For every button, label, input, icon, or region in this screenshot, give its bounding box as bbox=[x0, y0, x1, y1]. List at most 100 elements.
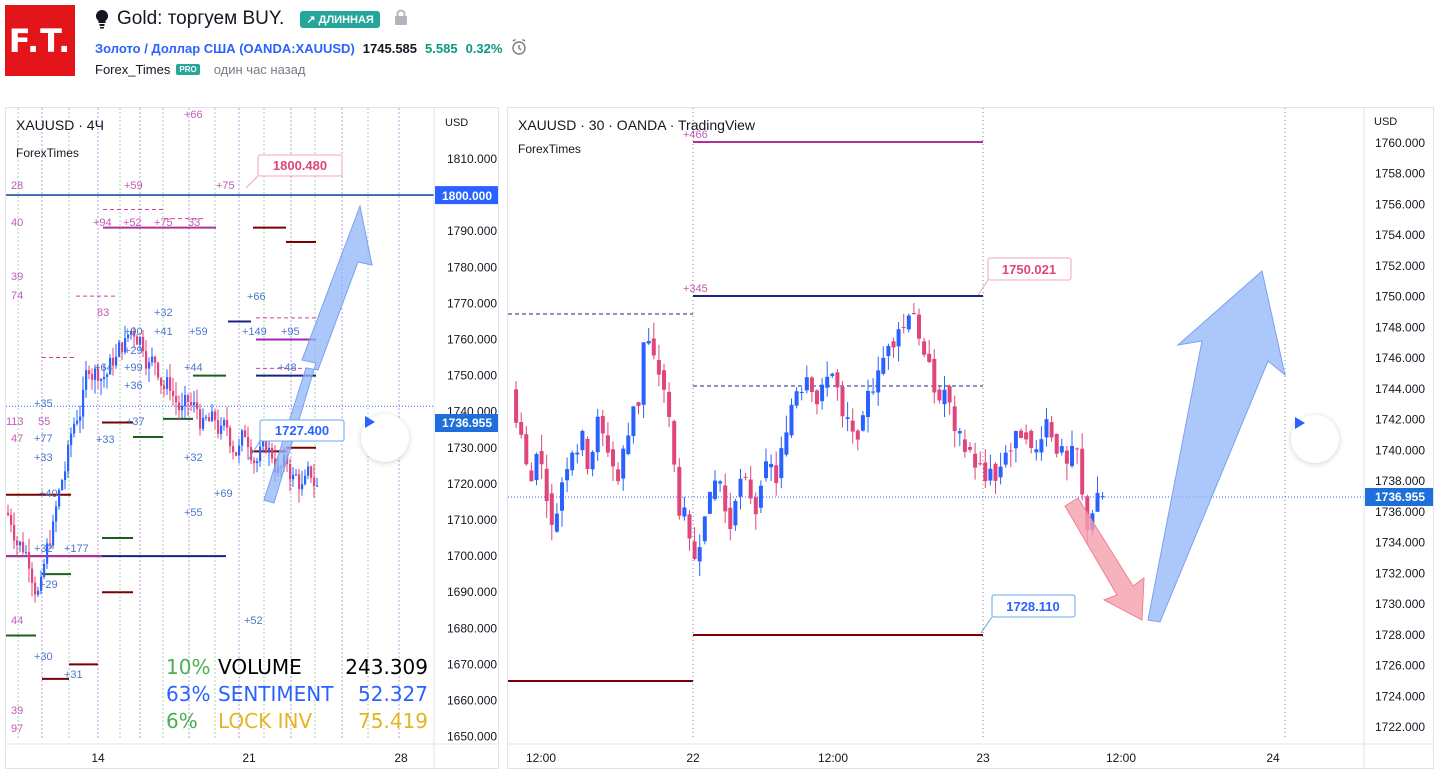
candle-body bbox=[718, 481, 723, 484]
candle-body bbox=[539, 451, 544, 465]
time-tick-label: 14 bbox=[91, 751, 105, 765]
candle-body bbox=[82, 389, 85, 417]
candle-body bbox=[1080, 448, 1085, 495]
stats-row-volume: 10% VOLUME 243.309 bbox=[166, 654, 428, 681]
symbol-row: Золото / Доллар США (OANDA:XAUUSD) 1745.… bbox=[95, 38, 528, 59]
candle-body bbox=[922, 341, 927, 355]
candle-body bbox=[809, 377, 814, 393]
pro-badge: PRO bbox=[176, 64, 200, 75]
level-tag-1800 bbox=[435, 186, 498, 205]
candle-body bbox=[631, 406, 636, 436]
chart-left-4h[interactable]: +66 28 +59 +75 40 +94 +52 +75 33 39 74 83 +32 +90 +41 +… bbox=[5, 107, 499, 769]
annotation-label: +177 bbox=[64, 543, 89, 555]
candle-body bbox=[962, 439, 967, 452]
candle-body bbox=[600, 416, 605, 434]
stats-row-sentiment: 63% SENTIMENT 52.327 bbox=[166, 681, 428, 708]
candle-body bbox=[1064, 450, 1069, 464]
annotation-label: 74 bbox=[11, 290, 23, 302]
chart-right-subtitle: ForexTimes bbox=[518, 142, 581, 156]
candle-body bbox=[190, 402, 193, 406]
candle-body bbox=[253, 460, 256, 464]
price-tick-label: 1722.000 bbox=[1375, 720, 1425, 734]
candle-body bbox=[193, 402, 196, 406]
symbol-link[interactable]: Золото / Доллар США (OANDA:XAUUSD) bbox=[95, 41, 355, 56]
price-tick-label: 1746.000 bbox=[1375, 351, 1425, 365]
candle-body bbox=[769, 463, 774, 468]
callout-top-box bbox=[257, 154, 343, 177]
candle-body bbox=[850, 420, 855, 432]
candle-body bbox=[61, 480, 64, 491]
candle-body bbox=[799, 391, 804, 393]
candle-body bbox=[585, 438, 590, 470]
candle-body bbox=[199, 409, 202, 429]
annotation-label: +52 bbox=[123, 217, 142, 229]
candle-body bbox=[34, 582, 37, 595]
forecast-arrow-down bbox=[1064, 497, 1145, 621]
chart-right-canvas[interactable]: +466 +345 1750.021 1728.110 USD 1760.000 1758.… bbox=[508, 108, 1434, 769]
time-tick-label: 24 bbox=[1266, 751, 1280, 765]
forex-times-logo[interactable]: F.T. bbox=[5, 5, 75, 76]
candle-body bbox=[205, 417, 208, 419]
candle-body bbox=[605, 435, 610, 453]
play-button-right[interactable] bbox=[1291, 415, 1339, 463]
price-tick-label: 1732.000 bbox=[1375, 566, 1425, 580]
stats-volume-pct: 10% bbox=[166, 655, 211, 679]
candle-body bbox=[784, 432, 789, 455]
candle-body bbox=[881, 357, 886, 374]
annotation-label: +29 bbox=[124, 345, 143, 357]
candle-body bbox=[758, 485, 763, 508]
candle-body bbox=[226, 419, 229, 428]
author-name[interactable]: Forex_Times bbox=[95, 62, 171, 77]
candle-body bbox=[860, 415, 865, 431]
candle-body bbox=[244, 430, 247, 438]
chart-right-title: XAUUSD · 30 · OANDA · TradingView bbox=[518, 117, 756, 133]
candle-body bbox=[519, 422, 524, 435]
annotation-label: +149 bbox=[242, 326, 267, 338]
candle-body bbox=[560, 482, 564, 511]
alarm-clock-icon[interactable] bbox=[510, 38, 528, 59]
annotation-label: +48 bbox=[278, 362, 297, 374]
play-button-left[interactable] bbox=[361, 414, 409, 462]
candle-body bbox=[697, 547, 702, 562]
candle-body bbox=[682, 507, 687, 517]
candle-body bbox=[13, 525, 16, 541]
candle-body bbox=[187, 395, 190, 403]
candle-body bbox=[656, 360, 661, 375]
stats-row-lock-inv: 6% LOCK INV 75.419 bbox=[166, 708, 428, 735]
candle-body bbox=[157, 362, 160, 378]
candle-body bbox=[73, 423, 76, 434]
candle-body bbox=[1024, 432, 1029, 440]
candle-body bbox=[646, 340, 651, 344]
candle-body bbox=[764, 461, 768, 479]
price-tick-label: 1710.000 bbox=[447, 513, 497, 527]
price-tick-label: 1756.000 bbox=[1375, 197, 1425, 211]
stats-volume-label: VOLUME bbox=[218, 655, 302, 679]
price-tick-label: 1810.000 bbox=[447, 152, 497, 166]
logo-text: F.T. bbox=[8, 21, 72, 60]
candle-body bbox=[118, 342, 121, 357]
candle-body bbox=[595, 416, 600, 453]
candle-body bbox=[998, 466, 1003, 478]
callout-bottom-text: 1728.110 bbox=[1006, 599, 1060, 614]
time-tick-label: 12:00 bbox=[818, 751, 848, 765]
callout-bottom-box bbox=[991, 594, 1076, 618]
price-tick-label: 1720.000 bbox=[447, 477, 497, 491]
candle-body bbox=[636, 402, 641, 406]
candle-body bbox=[31, 568, 34, 583]
candle-body bbox=[49, 543, 52, 546]
annotation-label: +66 bbox=[184, 109, 203, 121]
current-price-tag-text: 1736.955 bbox=[442, 416, 492, 430]
chart-left-canvas[interactable]: +66 28 +59 +75 40 +94 +52 +75 33 39 74 83 +32 +90 +41 +… bbox=[6, 108, 499, 769]
candle-body bbox=[891, 341, 896, 348]
annotation-label: 47 bbox=[11, 433, 23, 445]
candle-body bbox=[91, 374, 94, 380]
candle-body bbox=[130, 331, 133, 335]
candle-body bbox=[115, 356, 118, 366]
price-tick-label: 1758.000 bbox=[1375, 167, 1425, 181]
stats-volume-value: 243.309 bbox=[345, 655, 428, 679]
chart-right-30m[interactable]: +466 +345 1750.021 1728.110 USD 1760.000 1758.… bbox=[507, 107, 1434, 769]
time-tick-label: 12:00 bbox=[1106, 751, 1136, 765]
current-price-tag bbox=[435, 414, 498, 432]
idea-title-row: Gold: торгуем BUY. ↗ ДЛИННАЯ bbox=[95, 8, 408, 30]
candle-body bbox=[554, 513, 559, 532]
